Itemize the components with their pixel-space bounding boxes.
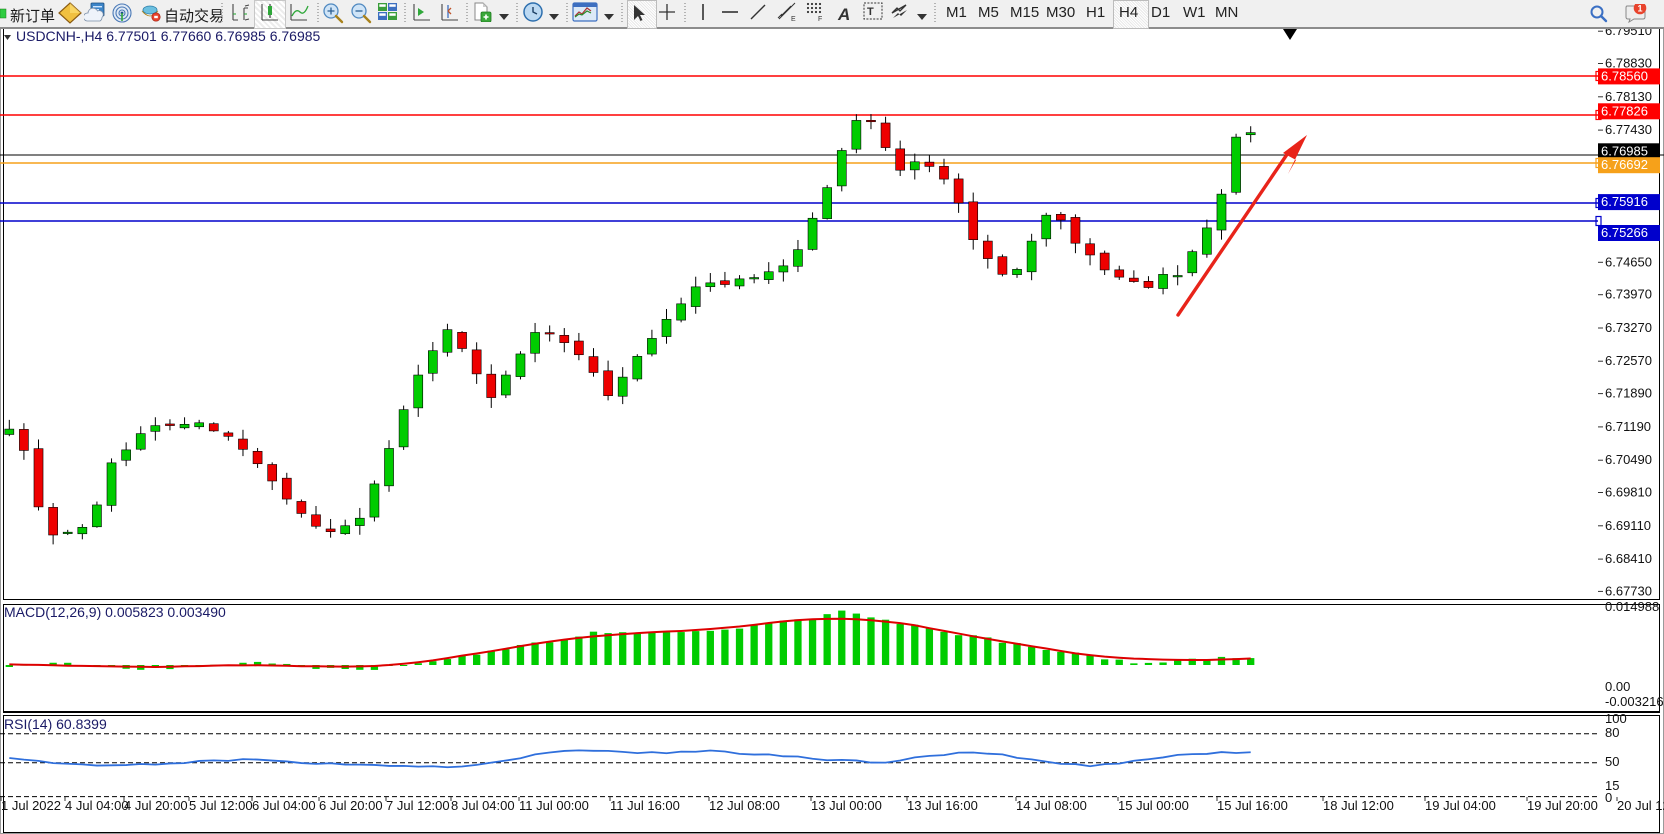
svg-text:14 Jul 08:00: 14 Jul 08:00 bbox=[1016, 798, 1087, 813]
svg-text:80: 80 bbox=[1605, 725, 1619, 740]
svg-text:6.72570: 6.72570 bbox=[1605, 353, 1652, 368]
svg-text:50: 50 bbox=[1605, 754, 1619, 769]
svg-text:6.74650: 6.74650 bbox=[1605, 254, 1652, 269]
svg-text:4 Jul 04:00: 4 Jul 04:00 bbox=[65, 798, 129, 813]
svg-text:6.76692: 6.76692 bbox=[1601, 157, 1648, 172]
svg-text:6.77826: 6.77826 bbox=[1601, 103, 1648, 118]
svg-text:19 Jul 04:00: 19 Jul 04:00 bbox=[1425, 798, 1496, 813]
svg-text:6.71190: 6.71190 bbox=[1605, 419, 1651, 434]
svg-text:11 Jul 00:00: 11 Jul 00:00 bbox=[519, 798, 589, 813]
svg-text:6.76985: 6.76985 bbox=[1601, 143, 1648, 158]
svg-text:6.68410: 6.68410 bbox=[1605, 551, 1652, 566]
svg-text:18 Jul 12:00: 18 Jul 12:00 bbox=[1323, 798, 1394, 813]
svg-text:6.69810: 6.69810 bbox=[1605, 485, 1652, 500]
svg-text:20 Jul 12:00: 20 Jul 12:00 bbox=[1617, 798, 1664, 813]
svg-text:6.77430: 6.77430 bbox=[1605, 122, 1652, 137]
svg-text:0: 0 bbox=[1605, 790, 1612, 805]
svg-text:-0.003216: -0.003216 bbox=[1605, 694, 1664, 709]
svg-text:RSI(14) 60.8399: RSI(14) 60.8399 bbox=[4, 716, 107, 732]
svg-text:0.014988: 0.014988 bbox=[1605, 599, 1659, 614]
svg-text:6.75916: 6.75916 bbox=[1601, 194, 1648, 209]
svg-text:5 Jul 12:00: 5 Jul 12:00 bbox=[189, 798, 253, 813]
svg-text:15 Jul 16:00: 15 Jul 16:00 bbox=[1217, 798, 1288, 813]
svg-text:E: E bbox=[791, 16, 796, 22]
svg-text:6 Jul 20:00: 6 Jul 20:00 bbox=[319, 798, 383, 813]
svg-text:19 Jul 20:00: 19 Jul 20:00 bbox=[1527, 798, 1598, 813]
svg-text:12 Jul 08:00: 12 Jul 08:00 bbox=[709, 798, 780, 813]
svg-text:4 Jul 20:00: 4 Jul 20:00 bbox=[124, 798, 188, 813]
svg-text:6.78560: 6.78560 bbox=[1601, 68, 1648, 83]
svg-text:100: 100 bbox=[1605, 711, 1627, 726]
svg-text:6.67730: 6.67730 bbox=[1605, 583, 1652, 598]
svg-text:15 Jul 00:00: 15 Jul 00:00 bbox=[1118, 798, 1189, 813]
svg-text:F: F bbox=[818, 16, 822, 22]
svg-text:8 Jul 04:00: 8 Jul 04:00 bbox=[451, 798, 515, 813]
svg-text:MACD(12,26,9) 0.005823 0.00349: MACD(12,26,9) 0.005823 0.003490 bbox=[4, 604, 226, 620]
svg-text:6.70490: 6.70490 bbox=[1605, 452, 1652, 467]
svg-text:6.69110: 6.69110 bbox=[1605, 518, 1651, 533]
svg-text:0.00: 0.00 bbox=[1605, 679, 1630, 694]
svg-text:6.73970: 6.73970 bbox=[1605, 287, 1652, 302]
svg-text:6.75266: 6.75266 bbox=[1601, 225, 1648, 240]
svg-text:T: T bbox=[867, 6, 874, 18]
svg-text:6.71890: 6.71890 bbox=[1605, 386, 1652, 401]
svg-text:1: 1 bbox=[1637, 4, 1642, 13]
svg-text:6.73270: 6.73270 bbox=[1605, 320, 1652, 335]
svg-text:11 Jul 16:00: 11 Jul 16:00 bbox=[610, 798, 680, 813]
svg-text:6 Jul 04:00: 6 Jul 04:00 bbox=[252, 798, 316, 813]
svg-text:13 Jul 16:00: 13 Jul 16:00 bbox=[907, 798, 978, 813]
svg-text:6.78130: 6.78130 bbox=[1605, 89, 1652, 104]
svg-text:13 Jul 00:00: 13 Jul 00:00 bbox=[811, 798, 882, 813]
svg-text:USDCNH-,H4 6.77501 6.77660 6.: USDCNH-,H4 6.77501 6.77660 6.76985 6.769… bbox=[16, 28, 321, 44]
svg-text:1 Jul 2022: 1 Jul 2022 bbox=[1, 798, 61, 813]
svg-text:7 Jul 12:00: 7 Jul 12:00 bbox=[386, 798, 450, 813]
